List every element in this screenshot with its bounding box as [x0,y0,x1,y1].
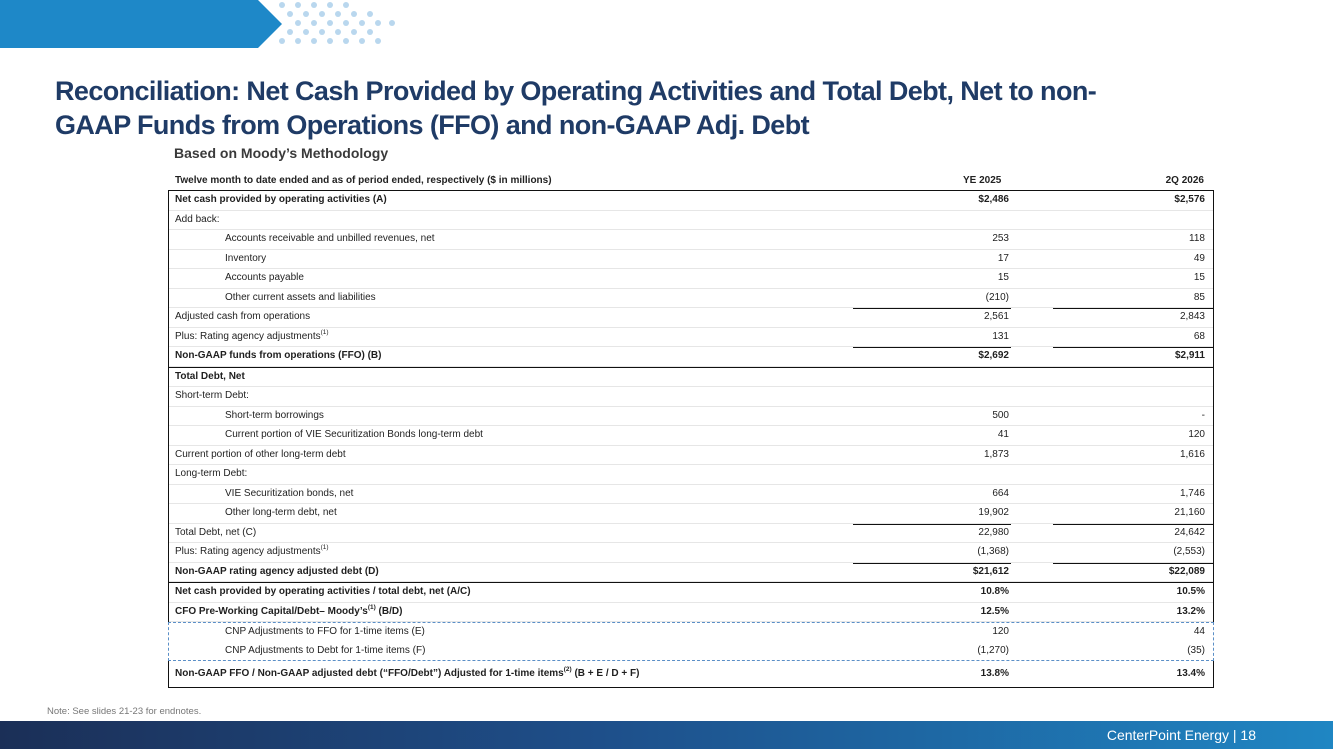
table-row: Short-term Debt: [169,387,1213,407]
table-row: Plus: Rating agency adjustments(1) 131 68 [169,328,1213,347]
table-row: Add back: [169,211,1213,230]
table-row: Adjusted cash from operations 2,561 2,843 [169,308,1213,328]
table-row: Net cash provided by operating activitie… [169,583,1213,603]
footer-text: CenterPoint Energy | 18 [1106,727,1256,743]
table-row: Accounts payable 15 15 [169,269,1213,289]
table-row: Non-GAAP funds from operations (FFO) (B)… [169,347,1213,367]
header-label: Twelve month to date ended and as of per… [175,175,552,186]
debt-section: Total Debt, Net Short-term Debt: Short-t… [168,366,1214,582]
table-row: Current portion of VIE Securitization Bo… [169,426,1213,446]
table-row: Other current assets and liabilities (210… [169,289,1213,308]
table-row: Current portion of other long-term debt 1… [169,446,1213,465]
ffo-section: Net cash provided by operating activitie… [168,190,1214,367]
table-row: Inventory 17 49 [169,250,1213,269]
footer-bar [0,721,1333,749]
decorative-dots [279,2,395,44]
table-row: Non-GAAP FFO / Non-GAAP adjusted debt (“… [175,666,1205,679]
page-title: Reconciliation: Net Cash Provided by Ope… [55,76,1097,140]
table-header: Twelve month to date ended and as of per… [170,174,1214,190]
reconciliation-table: Net cash provided by operating activitie… [168,190,1214,688]
table-row: Long-term Debt: [169,465,1213,485]
table-row: Total Debt, Net [169,368,1213,387]
table-row: Plus: Rating agency adjustments(1) (1,368… [169,543,1213,563]
table-row: CFO Pre-Working Capital/Debt– Moody’s(1)… [169,603,1213,622]
header-col-2q2026: 2Q 2026 [1165,175,1204,186]
table-row: Non-GAAP rating agency adjusted debt (D)… [169,562,1213,582]
table-row: Net cash provided by operating activitie… [169,191,1213,211]
table-row: CNP Adjustments to Debt for 1-time items… [225,644,1205,656]
final-ratio-section: Non-GAAP FFO / Non-GAAP adjusted debt (“… [168,661,1214,688]
table-row: CNP Adjustments to FFO for 1-time items … [225,626,1205,637]
table-row: VIE Securitization bonds, net 664 1,746 [169,485,1213,504]
table-row: Total Debt, net (C) 22,980 24,642 [169,523,1213,543]
table-row: Other long-term debt, net 19,902 21,160 [169,504,1213,524]
page-subtitle: Based on Moody’s Methodology [174,145,389,161]
table-row: Accounts receivable and unbilled revenue… [169,230,1213,250]
header-banner [0,0,282,48]
ratio-section: Net cash provided by operating activitie… [168,582,1214,622]
header-col-ye2025: YE 2025 [963,175,1002,186]
one-time-adjustments-box: CNP Adjustments to FFO for 1-time items … [168,622,1214,661]
endnote: Note: See slides 21-23 for endnotes. [47,706,202,717]
table-row: Short-term borrowings 500- [169,407,1213,426]
